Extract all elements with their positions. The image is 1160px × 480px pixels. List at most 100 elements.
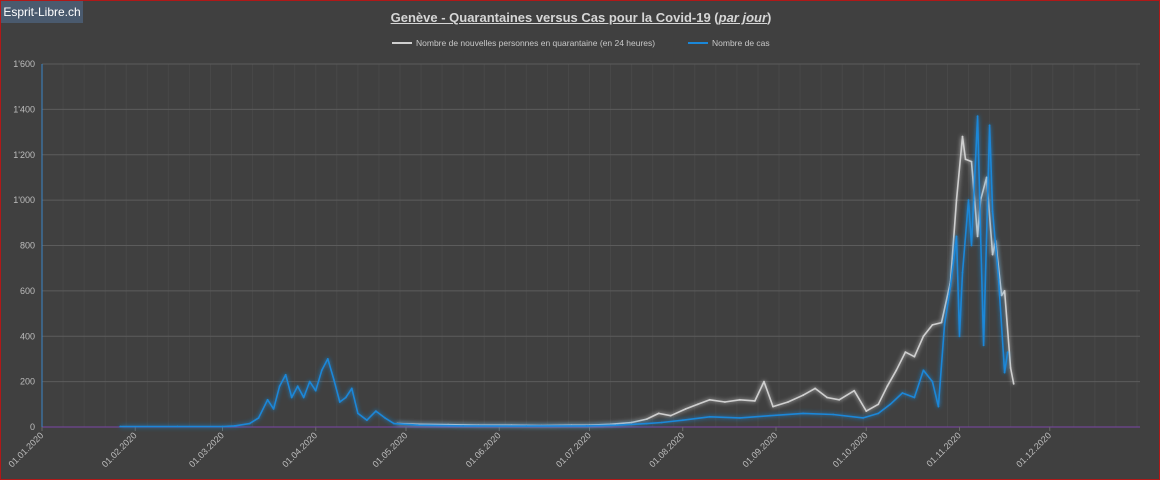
quarantine-point — [802, 394, 804, 397]
x-tick-label: 01.08.2020 — [647, 430, 686, 469]
x-tick-label: 01.04.2020 — [280, 430, 319, 469]
cases-point — [366, 419, 368, 422]
quarantine-point — [1000, 294, 1003, 297]
quarantine-point — [696, 403, 699, 406]
chart-title-main: Genève - Quarantaines versus Cas pour la… — [390, 10, 711, 25]
cases-point — [462, 425, 465, 427]
y-tick-label: 200 — [20, 377, 35, 387]
legend-cases-label: Nombre de cas — [712, 38, 770, 48]
cases-point — [176, 425, 179, 428]
quarantine-point — [645, 418, 648, 420]
cases-point — [278, 385, 281, 388]
quarantine-point — [985, 176, 988, 179]
quarantine-point — [814, 387, 816, 390]
y-tick-label: 600 — [20, 286, 35, 296]
x-tick-label: 01.05.2020 — [370, 430, 409, 469]
cases-point — [958, 335, 961, 338]
cases-point — [955, 235, 958, 238]
x-tick-label: 01.02.2020 — [100, 430, 139, 469]
cases-point — [988, 124, 991, 127]
cases-point — [937, 405, 940, 408]
quarantine-point — [1003, 290, 1006, 292]
site-brand-label[interactable]: Esprit-Libre.ch — [1, 1, 83, 23]
major-gridlines — [41, 63, 1140, 428]
cases-point — [525, 425, 528, 427]
cases-point — [302, 396, 305, 399]
quarantine-point — [904, 351, 907, 353]
quarantine-point — [895, 369, 898, 372]
x-tick-label: 01.12.2020 — [1014, 430, 1053, 469]
cases-point — [308, 380, 311, 383]
y-tick-label: 400 — [20, 331, 35, 341]
quarantine-point — [708, 398, 711, 401]
x-tick-label: 01.03.2020 — [187, 430, 226, 469]
quarantine-point — [1012, 383, 1015, 385]
cases-point — [326, 358, 329, 360]
cases-point — [889, 403, 892, 406]
cases-point — [660, 421, 663, 424]
cases-point — [979, 233, 982, 236]
cases-point — [976, 115, 979, 118]
quarantine-point — [787, 401, 789, 403]
cases-point — [739, 417, 741, 419]
cases-point — [967, 199, 970, 202]
cases-point — [681, 419, 684, 422]
cases-point — [344, 396, 347, 399]
quarantine-point — [922, 335, 925, 338]
x-tick-label: 01.01.2020 — [6, 430, 45, 469]
cases-point — [877, 412, 880, 415]
cases-point — [384, 417, 386, 419]
cases-point — [922, 369, 925, 372]
cases-point — [393, 422, 395, 425]
cases-point — [417, 424, 419, 427]
quarantine-point — [970, 160, 973, 163]
cases-point — [961, 271, 964, 274]
quarantine-point — [763, 380, 765, 383]
cases-point — [119, 425, 122, 428]
chart-title-qualifier: par jour — [718, 10, 768, 25]
x-axis-tick-labels: 01.01.2020 01.02.2020 01.03.2020 01.04.2020… — [6, 427, 1053, 469]
cases-point — [913, 396, 916, 399]
cases-point — [949, 285, 952, 288]
cases-point — [248, 422, 251, 425]
quarantine-point — [724, 401, 726, 403]
quarantine-point — [1009, 367, 1012, 369]
cases-point — [257, 417, 260, 419]
quarantine-point — [739, 398, 741, 401]
quarantine-point — [826, 396, 828, 399]
cases-point — [338, 401, 341, 403]
quarantine-point — [630, 421, 633, 424]
quarantine-point — [684, 408, 687, 410]
quarantine-point — [772, 405, 774, 408]
quarantine-point — [964, 158, 967, 161]
quarantine-point — [754, 400, 756, 402]
cases-point — [290, 396, 293, 399]
chart-legend: Nombre de nouvelles personnes en quarant… — [392, 38, 770, 48]
cases-point — [375, 410, 377, 412]
cases-point — [615, 424, 618, 427]
chart-title-close: ) — [767, 10, 772, 25]
cases-point — [970, 244, 973, 247]
quarantine-point — [877, 403, 880, 406]
chart-title: Genève - Quarantaines versus Cas pour la… — [1, 10, 1160, 25]
x-tick-label: 01.10.2020 — [831, 430, 870, 469]
cases-point — [314, 389, 317, 392]
cases-point — [272, 408, 275, 410]
cases-point — [901, 392, 904, 394]
y-tick-label: 1'600 — [13, 59, 35, 69]
cases-point — [1003, 371, 1006, 374]
y-tick-label: 1'400 — [13, 104, 35, 114]
cases-point — [221, 425, 224, 428]
cases-point — [708, 415, 711, 418]
quarantine-point — [838, 398, 841, 401]
y-tick-label: 1'000 — [13, 195, 35, 205]
cases-point — [233, 425, 236, 427]
quarantine-point — [991, 253, 994, 256]
cases-point — [266, 398, 269, 401]
y-tick-label: 1'200 — [13, 150, 35, 160]
cases-point — [943, 324, 946, 326]
cases-point — [832, 413, 835, 416]
cases-point — [332, 378, 335, 381]
quarantine-point — [886, 385, 889, 388]
cases-point — [645, 422, 648, 425]
